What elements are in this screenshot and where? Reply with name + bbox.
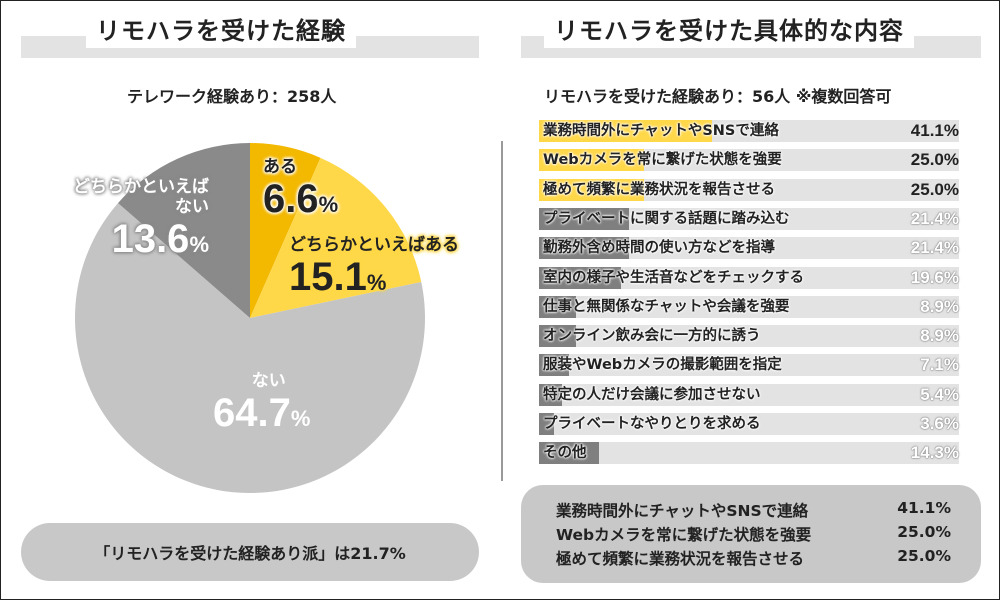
summary-label: 業務時間外にチャットやSNSで連絡	[556, 502, 809, 520]
bar-label: Webカメラを常に繋げた状態を強要	[543, 152, 782, 169]
bar-row: 極めて頻繁に業務状況を報告させる 25.0%	[539, 178, 959, 201]
bar-track	[539, 178, 959, 201]
summary-row: Webカメラを常に繋げた状態を強要 25.0%	[556, 523, 951, 544]
bar-label: 勤務外含め時間の使い方などを指導	[543, 240, 775, 257]
pie-slice	[250, 157, 422, 318]
bar-row: プライベートに関する話題に踏み込む 21.4%	[539, 207, 959, 230]
bar-value: 7.1%	[920, 355, 959, 375]
pie-slice	[74, 203, 426, 494]
right-panel-subtitle: リモハラを受けた経験あり：56人 ※複数回答可	[544, 87, 892, 106]
pie-slice	[118, 143, 250, 318]
right-panel-title: リモハラを受けた具体的な内容	[544, 14, 914, 48]
bar	[539, 325, 577, 348]
pie-slice-name: ない	[251, 371, 286, 391]
bar	[539, 413, 555, 435]
bar-value: 14.3%	[910, 443, 959, 463]
bar-label: オンライン飲み会に一方的に誘う	[543, 328, 761, 345]
bar-row: 特定の人だけ会議に参加させない 5.4%	[539, 383, 959, 406]
bar-track	[539, 413, 959, 435]
left-summary-text: 「リモハラを受けた経験あり派」は21.7%	[94, 544, 406, 563]
bar-label: プライベートに関する話題に踏み込む	[543, 210, 790, 227]
bar-row: 室内の様子や生活音などをチェックする 19.6%	[539, 266, 959, 289]
bar	[539, 295, 577, 318]
summary-label: 極めて頻繁に業務状況を報告させる	[556, 550, 805, 568]
right-summary-box: 業務時間外にチャットやSNSで連絡 41.1% Webカメラを常に繋げた状態を強…	[521, 485, 981, 583]
bar-label: 業務時間外にチャットやSNSで連絡	[543, 123, 779, 139]
summary-row: 極めて頻繁に業務状況を報告させる 25.0%	[556, 547, 951, 568]
pie-slice-name: ある	[263, 157, 297, 177]
bar-track	[539, 354, 959, 377]
pie-slice-label: ある 6.6%	[263, 157, 339, 221]
bar	[539, 149, 644, 172]
summary-row: 業務時間外にチャットやSNSで連絡 41.1%	[556, 499, 951, 520]
bar-row: Webカメラを常に繋げた状態を強要 25.0%	[539, 149, 959, 172]
bar-track	[539, 207, 959, 230]
bar-value: 8.9%	[920, 326, 959, 346]
bar-value: 41.1%	[910, 121, 959, 140]
pie-slice-name: どちらかといえばある	[289, 235, 459, 255]
pie-slice-label: ない 64.7%	[213, 371, 311, 435]
left-panel-subtitle: テレワーク経験あり：258人	[127, 87, 337, 106]
bar-value: 8.9%	[920, 296, 959, 316]
bar-track	[539, 442, 959, 465]
pie-slice-value: 64.7%	[213, 391, 311, 435]
bar	[539, 178, 644, 201]
bar	[539, 237, 629, 260]
bar-value: 21.4%	[910, 238, 959, 258]
pie-slice-value: 6.6%	[263, 177, 339, 221]
bar-track	[539, 237, 959, 260]
bar	[539, 120, 712, 142]
bar	[539, 266, 622, 289]
panel-divider	[501, 141, 503, 481]
bar-row: プライベートなやりとりを求める 3.6%	[539, 413, 959, 435]
bar-track	[539, 383, 959, 406]
bar	[539, 354, 569, 377]
pie-slice-value: 13.6%	[111, 217, 209, 261]
summary-label: Webカメラを常に繋げた状態を強要	[556, 526, 812, 544]
bar-row: 仕事と無関係なチャットや会議を強要 8.9%	[539, 295, 959, 318]
bar-value: 5.4%	[920, 384, 959, 404]
bar-row: オンライン飲み会に一方的に誘う 8.9%	[539, 325, 959, 348]
left-summary-box: 「リモハラを受けた経験あり派」は21.7%	[21, 523, 479, 581]
pie-slice-label: どちらかといえば ない 13.6%	[73, 177, 209, 261]
pie-slice	[250, 143, 321, 318]
summary-value: 25.0%	[897, 547, 951, 565]
bar-value: 21.4%	[910, 208, 959, 228]
pie-slice-label: どちらかといえばある 15.1%	[289, 235, 459, 299]
bar-label: 服装やWebカメラの撮影範囲を指定	[543, 357, 782, 374]
bar-row: その他 14.3%	[539, 442, 959, 465]
bar-row: 業務時間外にチャットやSNSで連絡 41.1%	[539, 120, 959, 142]
bar	[539, 383, 562, 406]
bar-value: 3.6%	[920, 414, 959, 433]
bar-label: 室内の様子や生活音などをチェックする	[543, 269, 804, 286]
bar-track	[539, 325, 959, 348]
bar-value: 25.0%	[910, 150, 959, 170]
bar-value: 19.6%	[910, 267, 959, 287]
bar-track	[539, 295, 959, 318]
bar-label: 仕事と無関係なチャットや会議を強要	[543, 298, 790, 315]
bar-track	[539, 149, 959, 172]
bar	[539, 442, 600, 465]
bar-row: 服装やWebカメラの撮影範囲を指定 7.1%	[539, 354, 959, 377]
pie-slice-value: 15.1%	[289, 255, 387, 299]
bar-label: 特定の人だけ会議に参加させない	[543, 386, 761, 403]
summary-value: 41.1%	[897, 499, 951, 517]
pie-slice-name: どちらかといえば	[73, 177, 209, 197]
summary-value: 25.0%	[897, 523, 951, 541]
bar-label: その他	[543, 445, 587, 462]
left-panel-title: リモハラを受けた経験	[86, 14, 356, 48]
bar	[539, 207, 629, 230]
bar-label: プライベートなやりとりを求める	[543, 416, 761, 432]
bar-value: 25.0%	[910, 179, 959, 199]
bar-row: 勤務外含め時間の使い方などを指導 21.4%	[539, 237, 959, 260]
bar-label: 極めて頻繁に業務状況を報告させる	[543, 181, 775, 198]
pie-slice-name: ない	[175, 197, 209, 217]
bar-track	[539, 266, 959, 289]
